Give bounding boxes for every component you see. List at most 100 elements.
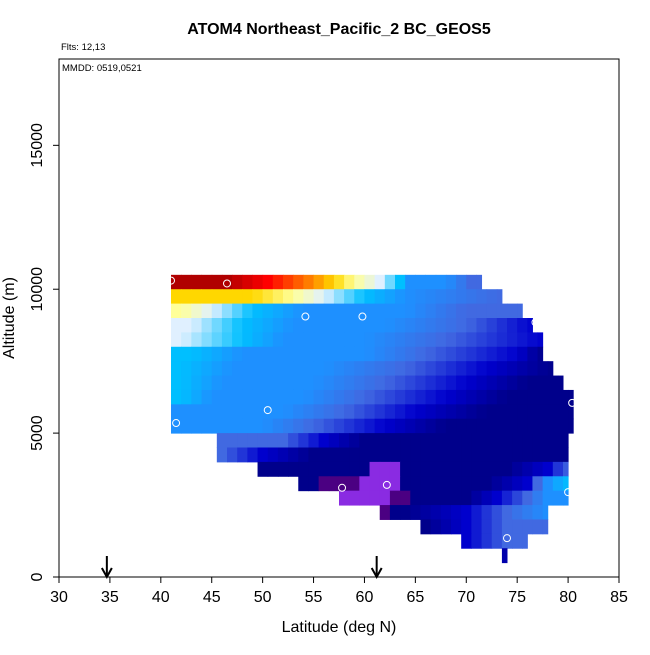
heatmap-cell [395,318,406,333]
heatmap-cell [262,418,274,434]
heatmap-cell [201,375,213,391]
heatmap-cell [354,318,365,333]
heatmap-cell [232,404,243,420]
plot-frame [58,58,620,578]
heatmap-cell [517,318,528,333]
x-tick-label: 50 [254,589,272,606]
heatmap-cell [507,361,518,377]
heatmap-cell [501,433,513,448]
heatmap-cell [293,318,304,333]
heatmap-cell [272,418,284,434]
heatmap-cell [283,332,294,348]
heatmap-cell [201,303,213,319]
heatmap-cell [349,433,360,448]
x-tick-label: 80 [559,589,577,606]
heatmap-cell [211,361,223,377]
heatmap-cell [389,505,401,520]
heatmap-cell [512,533,523,549]
heatmap-cell [415,332,427,348]
heatmap-cell [293,289,304,305]
heatmap-cell [191,418,203,434]
heatmap-cell [522,533,528,549]
heatmap-cell [242,332,253,348]
heatmap-cell [364,375,376,391]
heatmap-cell [344,346,355,362]
heatmap-cell [430,519,442,535]
heatmap-cell [283,361,294,377]
heatmap-cell [333,418,345,434]
heatmap-cell [395,361,406,377]
heatmap-cell [379,490,391,506]
heatmap-cell [420,490,432,506]
heatmap-cell [547,361,554,377]
heatmap-cell [430,505,442,520]
heatmap-cell [221,303,233,319]
heatmap-cell [247,447,259,463]
heatmap-cell [211,318,223,333]
heatmap-cell [242,404,253,420]
heatmap-cell [216,433,228,448]
heatmap-cell [557,404,569,420]
heatmap-cell [466,332,477,348]
heatmap-cell [512,519,523,535]
sample-points [167,265,577,543]
heatmap-cell [496,361,508,377]
heatmap-cell [318,433,330,448]
heatmap-cell [267,447,279,463]
heatmap-cell [171,389,182,405]
heatmap-cell [201,418,213,434]
heatmap-cell [563,433,569,448]
heatmap-cell [512,433,523,448]
heatmap-cell [496,303,508,319]
heatmap-cell [451,476,462,492]
heatmap-cell [313,404,325,420]
x-tick-label: 30 [50,589,68,606]
heatmap-cell [247,433,259,448]
heatmap-cell [507,389,518,405]
heatmap-cell [491,533,503,549]
sample-point [564,488,573,497]
heatmap-cell [379,476,391,492]
heatmap-cell [303,274,315,290]
heatmap-cell [496,289,503,305]
heatmap-cell [430,490,442,506]
heatmap-cell [262,361,274,377]
heatmap-cell [445,289,457,305]
heatmap-cell [369,447,381,463]
heatmap-cell [232,418,243,434]
heatmap-cell [267,433,279,448]
heatmap-cell [354,289,365,305]
heatmap-cell [486,332,498,348]
heatmap-cell [344,361,355,377]
heatmap-cell [389,433,401,448]
heatmap-cell [532,505,544,520]
heatmap-cell [181,361,192,377]
heatmap-cell [293,389,304,405]
heatmap-cell [201,361,213,377]
heatmap-cell [451,447,462,463]
heatmap-cell [440,447,452,463]
heatmap-cell [384,346,396,362]
heatmap-cell [242,303,253,319]
heatmap-cell [277,433,289,448]
heatmap-cell [359,433,371,448]
heatmap-cell [522,433,533,448]
heatmap-cell [354,418,365,434]
heatmap-cell [496,332,508,348]
heatmap-cell [430,447,442,463]
heatmap-cell [313,332,325,348]
heatmap-cell [257,461,269,477]
heatmap-cell [435,274,447,290]
heatmap-cell [400,476,411,492]
heatmap-cell [405,332,416,348]
heatmap-cell [298,476,309,492]
heatmap-cell [517,389,528,405]
heatmap-cell [481,533,493,549]
heatmap-cell [415,418,427,434]
heatmap-cell [252,404,264,420]
heatmap-cell [532,476,544,492]
heatmap-cell [221,389,233,405]
heatmap-cell [430,461,442,477]
heatmap-cell [415,289,427,305]
heatmap-cell [461,505,472,520]
